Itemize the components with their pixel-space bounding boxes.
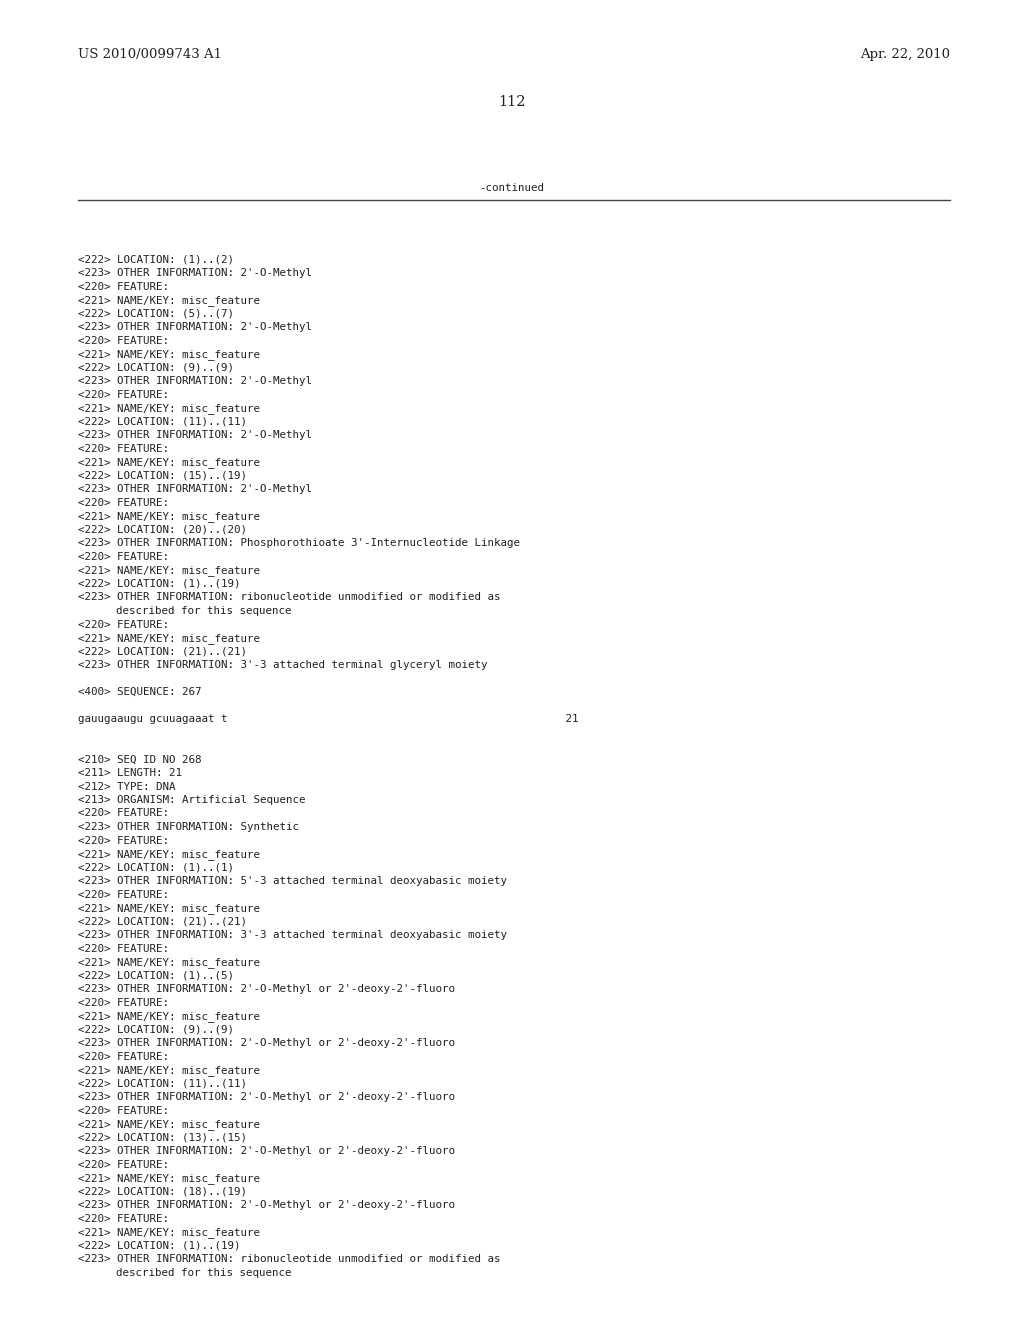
Text: <220> FEATURE:: <220> FEATURE: [78,282,169,292]
Text: <223> OTHER INFORMATION: 2'-O-Methyl or 2'-deoxy-2'-fluoro: <223> OTHER INFORMATION: 2'-O-Methyl or … [78,983,455,994]
Text: <220> FEATURE:: <220> FEATURE: [78,944,169,953]
Text: <220> FEATURE:: <220> FEATURE: [78,552,169,562]
Text: <222> LOCATION: (1)..(2): <222> LOCATION: (1)..(2) [78,255,234,265]
Text: <220> FEATURE:: <220> FEATURE: [78,1159,169,1170]
Text: <223> OTHER INFORMATION: 2'-O-Methyl: <223> OTHER INFORMATION: 2'-O-Methyl [78,484,312,495]
Text: <223> OTHER INFORMATION: 3'-3 attached terminal glyceryl moiety: <223> OTHER INFORMATION: 3'-3 attached t… [78,660,487,671]
Text: <223> OTHER INFORMATION: 2'-O-Methyl or 2'-deoxy-2'-fluoro: <223> OTHER INFORMATION: 2'-O-Methyl or … [78,1200,455,1210]
Text: <222> LOCATION: (21)..(21): <222> LOCATION: (21)..(21) [78,647,247,656]
Text: <220> FEATURE:: <220> FEATURE: [78,808,169,818]
Text: <223> OTHER INFORMATION: Synthetic: <223> OTHER INFORMATION: Synthetic [78,822,299,832]
Text: <400> SEQUENCE: 267: <400> SEQUENCE: 267 [78,686,202,697]
Text: <222> LOCATION: (9)..(9): <222> LOCATION: (9)..(9) [78,363,234,374]
Text: gauugaaugu gcuuagaaat t                                                    21: gauugaaugu gcuuagaaat t 21 [78,714,579,723]
Text: <222> LOCATION: (9)..(9): <222> LOCATION: (9)..(9) [78,1024,234,1035]
Text: <220> FEATURE:: <220> FEATURE: [78,498,169,508]
Text: <212> TYPE: DNA: <212> TYPE: DNA [78,781,175,792]
Text: <222> LOCATION: (21)..(21): <222> LOCATION: (21)..(21) [78,916,247,927]
Text: <221> NAME/KEY: misc_feature: <221> NAME/KEY: misc_feature [78,404,260,414]
Text: <223> OTHER INFORMATION: ribonucleotide unmodified or modified as: <223> OTHER INFORMATION: ribonucleotide … [78,1254,501,1265]
Text: <222> LOCATION: (15)..(19): <222> LOCATION: (15)..(19) [78,471,247,480]
Text: <223> OTHER INFORMATION: 2'-O-Methyl: <223> OTHER INFORMATION: 2'-O-Methyl [78,430,312,441]
Text: <213> ORGANISM: Artificial Sequence: <213> ORGANISM: Artificial Sequence [78,795,305,805]
Text: Apr. 22, 2010: Apr. 22, 2010 [860,48,950,61]
Text: <223> OTHER INFORMATION: 5'-3 attached terminal deoxyabasic moiety: <223> OTHER INFORMATION: 5'-3 attached t… [78,876,507,886]
Text: <220> FEATURE:: <220> FEATURE: [78,836,169,846]
Text: <221> NAME/KEY: misc_feature: <221> NAME/KEY: misc_feature [78,565,260,577]
Text: <221> NAME/KEY: misc_feature: <221> NAME/KEY: misc_feature [78,849,260,859]
Text: <222> LOCATION: (1)..(19): <222> LOCATION: (1)..(19) [78,579,241,589]
Text: 112: 112 [499,95,525,110]
Text: <220> FEATURE:: <220> FEATURE: [78,1213,169,1224]
Text: <222> LOCATION: (11)..(11): <222> LOCATION: (11)..(11) [78,1078,247,1089]
Text: <220> FEATURE:: <220> FEATURE: [78,337,169,346]
Text: <223> OTHER INFORMATION: 2'-O-Methyl: <223> OTHER INFORMATION: 2'-O-Methyl [78,268,312,279]
Text: <221> NAME/KEY: misc_feature: <221> NAME/KEY: misc_feature [78,903,260,913]
Text: <221> NAME/KEY: misc_feature: <221> NAME/KEY: misc_feature [78,634,260,644]
Text: <223> OTHER INFORMATION: 2'-O-Methyl: <223> OTHER INFORMATION: 2'-O-Methyl [78,376,312,387]
Text: <222> LOCATION: (1)..(5): <222> LOCATION: (1)..(5) [78,970,234,981]
Text: <221> NAME/KEY: misc_feature: <221> NAME/KEY: misc_feature [78,458,260,469]
Text: <221> NAME/KEY: misc_feature: <221> NAME/KEY: misc_feature [78,1228,260,1238]
Text: -continued: -continued [479,183,545,193]
Text: <223> OTHER INFORMATION: 2'-O-Methyl or 2'-deoxy-2'-fluoro: <223> OTHER INFORMATION: 2'-O-Methyl or … [78,1038,455,1048]
Text: <223> OTHER INFORMATION: 2'-O-Methyl or 2'-deoxy-2'-fluoro: <223> OTHER INFORMATION: 2'-O-Methyl or … [78,1146,455,1156]
Text: <222> LOCATION: (5)..(7): <222> LOCATION: (5)..(7) [78,309,234,319]
Text: <220> FEATURE:: <220> FEATURE: [78,1106,169,1115]
Text: <221> NAME/KEY: misc_feature: <221> NAME/KEY: misc_feature [78,1011,260,1022]
Text: <221> NAME/KEY: misc_feature: <221> NAME/KEY: misc_feature [78,957,260,968]
Text: <223> OTHER INFORMATION: 2'-O-Methyl or 2'-deoxy-2'-fluoro: <223> OTHER INFORMATION: 2'-O-Methyl or … [78,1092,455,1102]
Text: <221> NAME/KEY: misc_feature: <221> NAME/KEY: misc_feature [78,296,260,306]
Text: <222> LOCATION: (13)..(15): <222> LOCATION: (13)..(15) [78,1133,247,1143]
Text: <223> OTHER INFORMATION: Phosphorothioate 3'-Internucleotide Linkage: <223> OTHER INFORMATION: Phosphorothioat… [78,539,520,549]
Text: <221> NAME/KEY: misc_feature: <221> NAME/KEY: misc_feature [78,511,260,523]
Text: <220> FEATURE:: <220> FEATURE: [78,1052,169,1061]
Text: <222> LOCATION: (1)..(19): <222> LOCATION: (1)..(19) [78,1241,241,1250]
Text: <220> FEATURE:: <220> FEATURE: [78,619,169,630]
Text: <222> LOCATION: (20)..(20): <222> LOCATION: (20)..(20) [78,525,247,535]
Text: <221> NAME/KEY: misc_feature: <221> NAME/KEY: misc_feature [78,1065,260,1076]
Text: <221> NAME/KEY: misc_feature: <221> NAME/KEY: misc_feature [78,350,260,360]
Text: US 2010/0099743 A1: US 2010/0099743 A1 [78,48,222,61]
Text: described for this sequence: described for this sequence [116,606,292,616]
Text: <220> FEATURE:: <220> FEATURE: [78,389,169,400]
Text: <222> LOCATION: (18)..(19): <222> LOCATION: (18)..(19) [78,1187,247,1196]
Text: <222> LOCATION: (11)..(11): <222> LOCATION: (11)..(11) [78,417,247,426]
Text: <220> FEATURE:: <220> FEATURE: [78,998,169,1007]
Text: <223> OTHER INFORMATION: 2'-O-Methyl: <223> OTHER INFORMATION: 2'-O-Methyl [78,322,312,333]
Text: <220> FEATURE:: <220> FEATURE: [78,890,169,899]
Text: <220> FEATURE:: <220> FEATURE: [78,444,169,454]
Text: <211> LENGTH: 21: <211> LENGTH: 21 [78,768,182,777]
Text: <223> OTHER INFORMATION: 3'-3 attached terminal deoxyabasic moiety: <223> OTHER INFORMATION: 3'-3 attached t… [78,931,507,940]
Text: <221> NAME/KEY: misc_feature: <221> NAME/KEY: misc_feature [78,1119,260,1130]
Text: described for this sequence: described for this sequence [116,1267,292,1278]
Text: <223> OTHER INFORMATION: ribonucleotide unmodified or modified as: <223> OTHER INFORMATION: ribonucleotide … [78,593,501,602]
Text: <221> NAME/KEY: misc_feature: <221> NAME/KEY: misc_feature [78,1173,260,1184]
Text: <210> SEQ ID NO 268: <210> SEQ ID NO 268 [78,755,202,764]
Text: <222> LOCATION: (1)..(1): <222> LOCATION: (1)..(1) [78,862,234,873]
